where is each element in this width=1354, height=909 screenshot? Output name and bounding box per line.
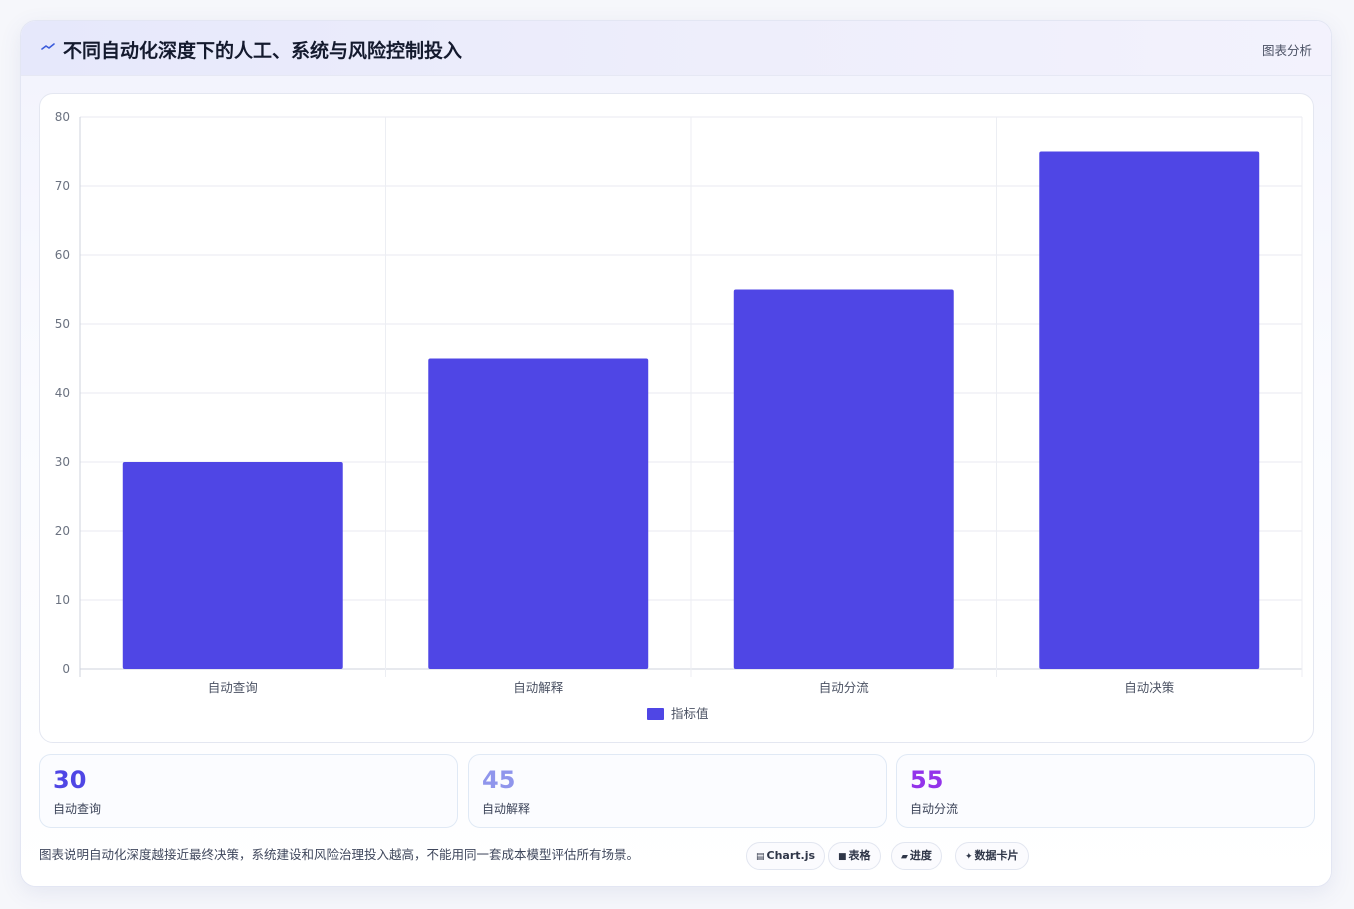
y-tick-label: 80 <box>55 110 70 124</box>
stat-label: 自动查询 <box>53 802 102 816</box>
legend-label: 指标值 <box>671 706 709 721</box>
stat-card-3: 55 自动分流 <box>896 754 1315 828</box>
stat-card-1: 30 自动查询 <box>39 754 458 828</box>
pill-label: 进度 <box>909 849 932 862</box>
y-tick-label: 40 <box>55 386 70 400</box>
x-tick-label: 自动查询 <box>208 680 258 695</box>
pill-label: Chart.js <box>766 849 816 862</box>
stat-value: 45 <box>482 766 516 794</box>
x-tick-label: 自动决策 <box>1124 680 1175 695</box>
pill-label: 表格 <box>848 849 871 862</box>
chart-card: 不同自动化深度下的人工、系统与风险控制投入 图表分析 0 10 20 30 40 50 60… <box>20 20 1332 887</box>
y-tick-label: 60 <box>55 248 70 262</box>
bar-3 <box>733 289 954 669</box>
chart-icon: ▤ <box>756 852 765 862</box>
card-header: 不同自动化深度下的人工、系统与风险控制投入 图表分析 <box>21 21 1331 76</box>
bar-2 <box>428 358 649 669</box>
pill-label: 数据卡片 <box>974 849 1019 862</box>
chart-analysis-tag: 图表分析 <box>1261 43 1312 58</box>
trend-line-icon <box>41 43 55 50</box>
x-tick-label: 自动解释 <box>513 680 564 695</box>
stat-value: 30 <box>53 766 87 794</box>
y-tick-label: 20 <box>55 524 70 538</box>
bar-4 <box>1039 151 1260 669</box>
pill-progress[interactable]: ▰ 进度 <box>891 842 942 870</box>
progress-icon: ▰ <box>901 852 908 862</box>
stat-value: 55 <box>910 766 944 794</box>
y-tick-label: 0 <box>62 662 70 676</box>
y-tick-label: 70 <box>55 179 70 193</box>
pill-chartjs[interactable]: ▤ Chart.js <box>746 842 826 870</box>
legend-swatch <box>647 708 664 720</box>
y-tick-label: 10 <box>55 593 70 607</box>
stat-label: 自动分流 <box>910 802 959 816</box>
pill-table[interactable]: ■ 表格 <box>828 842 881 870</box>
chart-footnote: 图表说明自动化深度越接近最终决策，系统建设和风险治理投入越高，不能用同一套成本模… <box>39 847 640 862</box>
stat-card-2: 45 自动解释 <box>468 754 887 828</box>
x-tick-label: 自动分流 <box>819 680 870 695</box>
y-tick-label: 30 <box>55 455 70 469</box>
page-title: 不同自动化深度下的人工、系统与风险控制投入 <box>63 40 463 62</box>
pill-data-card[interactable]: ✦ 数据卡片 <box>955 842 1029 870</box>
y-tick-label: 50 <box>55 317 70 331</box>
table-icon: ■ <box>838 852 847 862</box>
sparkle-icon: ✦ <box>965 852 973 862</box>
bar-1 <box>122 462 343 669</box>
stat-label: 自动解释 <box>482 802 531 816</box>
chart-panel: 0 10 20 30 40 50 60 70 80 自动查询 自动解释 自动分流 自动决策指标值 <box>39 93 1314 743</box>
